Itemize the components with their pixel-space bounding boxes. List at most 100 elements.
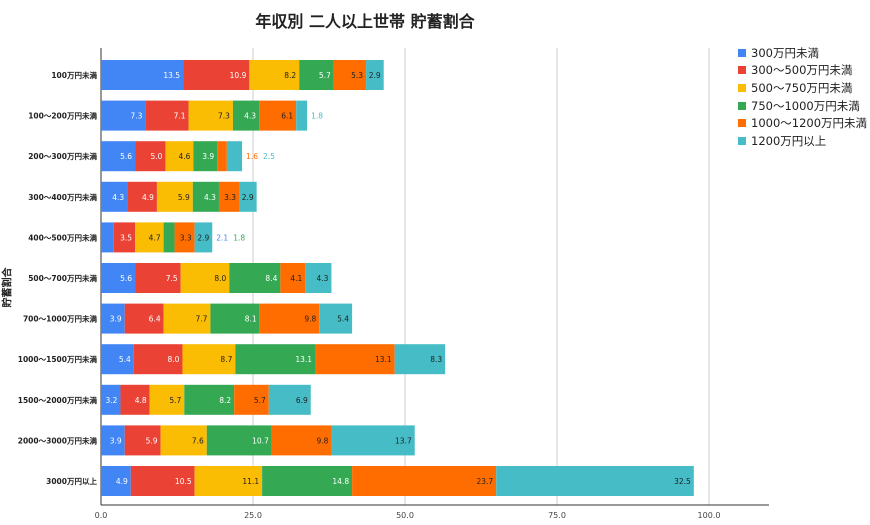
data-label: 1.8 [311,112,323,121]
data-label: 4.7 [149,233,161,242]
bar-segment [333,60,367,90]
data-label: 4.3 [204,193,216,202]
bar-segment [101,222,114,253]
legend-swatch [738,119,746,128]
bar-segment [496,466,694,496]
data-label: 2.5 [263,152,275,161]
bar-segment [280,263,306,293]
bar-segment [218,181,240,212]
chart-title: 年収別 二人以上世帯 貯蓄割合 [255,12,475,31]
data-label: 7.5 [166,274,178,283]
data-label: 8.3 [430,355,442,364]
data-label: 10.5 [175,477,192,486]
bar-segment [101,181,128,212]
x-tick-label: 0.0 [95,511,108,520]
data-label: 14.8 [332,477,349,486]
x-tick-label: 75.0 [548,511,566,520]
bar-segment [268,384,311,415]
category-label: 500〜700万円未満 [28,273,97,283]
bar-segment [135,141,166,172]
data-label: 8.0 [214,274,226,283]
category-label: 200〜300万円未満 [28,151,97,161]
data-label: 4.9 [142,193,154,202]
category-label: 400〜500万円未満 [28,232,97,242]
data-label: 5.7 [254,396,266,405]
bar-segment [331,425,415,456]
bar-segment [160,425,207,456]
legend-item: 1200万円以上 [738,132,867,150]
data-label: 5.0 [151,152,163,161]
bar-segment [101,384,121,415]
bar-segment [235,344,316,375]
bar-segment [133,344,183,375]
legend-swatch [738,48,746,57]
data-label: 13.7 [395,436,412,445]
data-label: 13.1 [375,355,392,364]
bar-segment [305,263,332,293]
legend-swatch [738,83,746,92]
legend-swatch [738,66,746,75]
bar-segment [183,60,250,90]
legend-label: 1200万円以上 [751,133,827,148]
x-tick-label: 25.0 [244,511,262,520]
bar-segment [101,141,136,172]
data-label: 3.2 [106,396,118,405]
data-label: 7.7 [196,315,208,324]
bar-segment [394,344,446,375]
bar-segment [156,181,193,212]
legend-label: 500〜750万円未満 [751,80,853,95]
legend-item: 300〜500万円未満 [738,62,867,80]
data-label: 4.9 [116,477,128,486]
category-label: 300〜400万円未満 [28,192,97,202]
data-label: 2.1 [216,233,228,242]
category-label: 1500〜2000万円未満 [18,395,98,405]
data-label: 9.8 [316,436,328,445]
data-label: 3.9 [110,436,122,445]
legend-label: 300〜500万円未満 [751,63,853,78]
bar-segment [149,384,185,415]
bar-segment [194,222,213,253]
bar-segment [366,60,384,90]
data-label: 6.1 [281,112,293,121]
data-label: 13.1 [295,355,312,364]
bar-segment [192,181,219,212]
category-label: 700〜1000万円未満 [23,314,98,324]
bar-segment [101,303,125,334]
bar-segment [127,181,157,212]
data-label: 5.7 [319,71,331,80]
data-label: 4.3 [112,193,124,202]
legend: 300万円未満 300〜500万円未満 500〜750万円未満 750〜1000万円未… [738,44,867,150]
bar-segment [194,466,263,496]
bar-segment [210,303,260,334]
bar-segment [249,60,300,90]
data-label: 8.7 [220,355,232,364]
data-label: 32.5 [674,477,691,486]
data-label: 8.1 [245,315,257,324]
data-label: 4.3 [316,274,328,283]
data-label: 2.9 [197,233,209,242]
bar-segment [193,141,218,172]
data-label: 5.7 [169,396,181,405]
data-label: 5.6 [120,274,132,283]
bar-segment [232,100,260,131]
data-label: 6.4 [149,315,161,324]
data-label: 2.9 [369,71,381,80]
bar-segment [182,344,236,375]
legend-item: 500〜750万円未満 [738,79,867,97]
bar-segment [259,100,297,131]
x-tick-label: 100.0 [698,511,721,520]
bar-segment [165,141,194,172]
bar-segment [319,303,353,334]
data-label: 10.7 [252,436,269,445]
data-label: 8.2 [219,396,231,405]
data-label: 3.9 [202,152,214,161]
data-label: 3.3 [180,233,192,242]
bar-segment [296,100,308,131]
bar-segment [124,425,161,456]
bar-segment [226,141,243,172]
data-label: 3.5 [120,233,132,242]
legend-item: 750〜1000万円未満 [738,97,867,115]
x-tick-label: 50.0 [396,511,414,520]
bar-segment [271,425,332,456]
bar-segment [259,303,320,334]
